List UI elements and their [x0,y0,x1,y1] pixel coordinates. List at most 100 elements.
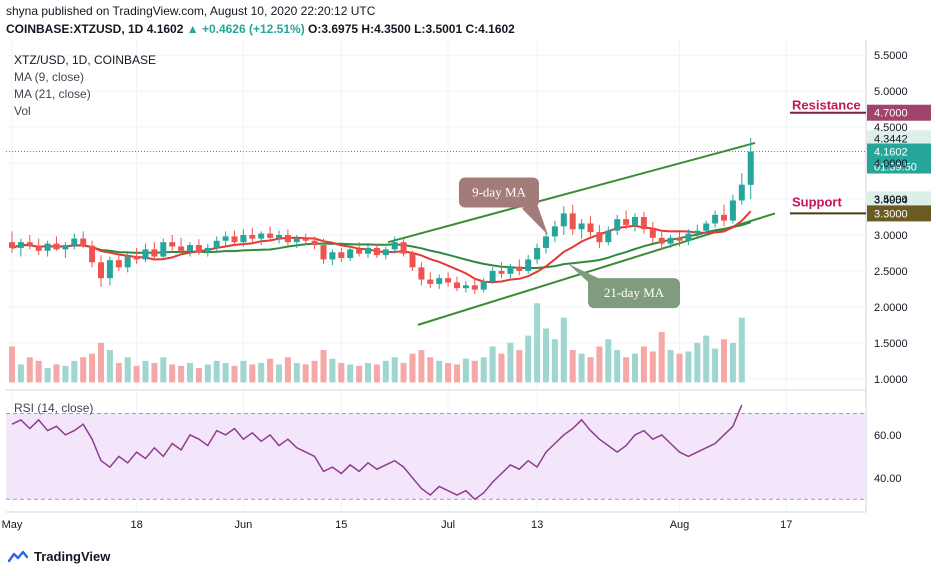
candle-body [169,242,176,247]
candle-body [178,246,185,251]
volume-bar [373,364,380,383]
last-price-tag: 4.1602 [874,147,908,159]
volume-bar [596,346,603,383]
rsi-band [6,413,866,500]
volume-bar [721,339,727,383]
resistance-label: Resistance [792,98,861,113]
support-price-tag: 3.3000 [874,208,908,220]
candle-body [623,219,630,225]
volume-bar [169,364,176,383]
y-tick-label: 1.0000 [874,374,908,386]
volume-bar [703,335,710,383]
candle-body [738,184,745,201]
volume-bar [516,350,523,383]
legend-vol: Vol [14,104,31,118]
volume-bar [71,360,78,383]
last-price: 4.1602 [146,22,184,36]
candle-body [712,214,719,224]
price-change: ▲ +0.4626 (+12.51%) [186,22,305,36]
volume-bar [694,342,701,383]
candle-body [222,236,229,241]
volume-bar [62,365,69,383]
candle-body [587,223,594,233]
candle-body [729,200,736,221]
volume-bar [632,353,638,383]
volume-bar [267,358,274,383]
candle-body [133,256,140,260]
ma21-callout-box [588,278,680,309]
candle-body [569,213,576,230]
volume-bar [534,303,541,383]
candle-body [293,238,300,243]
candle-body [409,253,416,268]
volume-bar [738,317,745,383]
high-price-tag-bg [867,130,931,147]
volume-bar [712,348,719,383]
volume-bar [222,362,229,383]
volume-bar [569,350,576,383]
candle-body [98,262,104,279]
candle-body [454,282,460,289]
volume-bar [302,364,309,383]
volume-bar [293,362,300,383]
volume-bar [204,364,211,383]
volume-bar [391,357,398,383]
volume-bar [276,364,282,383]
candle-body [187,245,193,251]
x-tick-label: 17 [780,519,792,531]
candle-body [498,270,505,274]
volume-bar [507,342,514,383]
volume-bar [44,368,51,383]
rsi-tick-label: 40.00 [874,473,902,485]
volume-bar [26,357,33,383]
legend-ma21: MA (21, close) [14,87,91,101]
upper-trendline [387,141,756,244]
candle-body [525,259,532,271]
volume-bar [560,317,567,383]
volume-bar [605,339,612,383]
y-tick-label: 5.5000 [874,50,908,62]
y-tick-label: 1.5000 [874,338,908,350]
volume-bar [98,342,104,383]
volume-bar [382,360,389,383]
tradingview-logo[interactable]: TradingView [7,549,111,564]
candle-body [62,245,69,250]
volume-bar [106,350,113,383]
candle-body [356,249,363,254]
candle-body [160,242,167,257]
volume-bar [365,362,371,383]
candle-body [373,247,380,256]
candle-body [578,223,585,230]
candle-body [436,278,443,284]
candle-body [89,245,96,263]
volume-bar [667,350,674,383]
candle-body [338,252,345,258]
candle-body [320,245,327,260]
candle-body [382,249,389,256]
candle-body [115,260,122,268]
volume-bar [436,360,443,383]
candle-body [213,240,220,248]
candle-body [35,245,42,251]
tradingview-brand: TradingView [34,549,111,564]
ma9-callout-box [459,177,539,208]
candle-body [614,219,621,231]
volume-bar [187,362,193,383]
volume-bar [151,362,158,383]
ma9-callout-label: 9-day MA [472,184,526,199]
candle-body [418,267,425,280]
support-price-tag-bg [867,205,931,222]
candle-body [462,285,469,289]
legend-ma9: MA (9, close) [14,70,84,84]
ohlc-values: O:3.6975 H:4.3500 L:3.5001 C:4.1602 [308,22,515,36]
candle-body [480,281,487,290]
candle-body [391,242,398,250]
candle-body [694,230,701,234]
ma9-callout-pointer [522,201,548,235]
volume-bar [284,357,291,383]
candle-body [329,252,336,260]
candle-body [249,234,256,239]
candle-body [703,223,710,231]
volume-bar [89,353,96,383]
